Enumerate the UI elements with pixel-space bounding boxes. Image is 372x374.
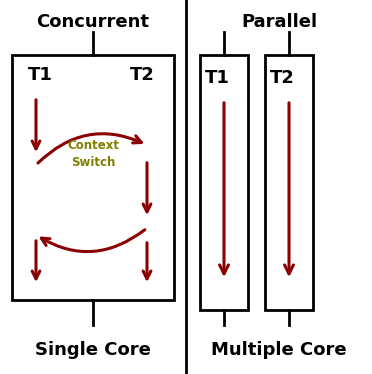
Text: T2: T2: [130, 66, 155, 84]
Bar: [265, 55, 313, 310]
Bar: [200, 55, 248, 310]
Text: Multiple Core: Multiple Core: [211, 341, 347, 359]
Bar: [12, 55, 174, 300]
Text: Single Core: Single Core: [35, 341, 151, 359]
Text: Switch: Switch: [71, 156, 115, 169]
Text: Concurrent: Concurrent: [36, 13, 150, 31]
Text: Parallel: Parallel: [241, 13, 317, 31]
Text: T1: T1: [205, 69, 230, 87]
Text: T2: T2: [270, 69, 295, 87]
Text: Context: Context: [67, 138, 119, 151]
Text: T1: T1: [28, 66, 53, 84]
